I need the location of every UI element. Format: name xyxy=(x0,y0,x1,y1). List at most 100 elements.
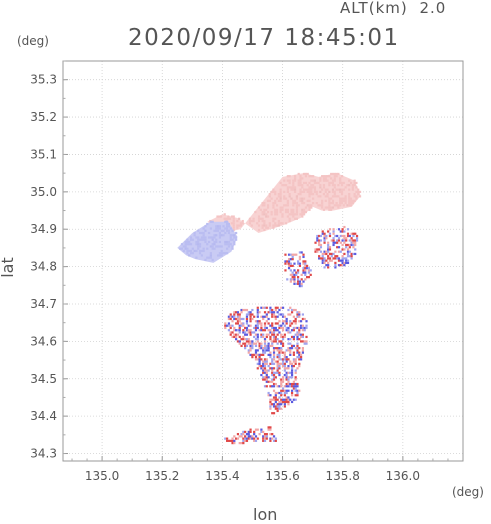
data-cell xyxy=(244,347,247,350)
data-cell xyxy=(272,435,276,438)
data-cell xyxy=(242,324,245,327)
data-cell xyxy=(281,215,284,218)
data-cell xyxy=(276,315,279,318)
data-cell xyxy=(285,360,288,363)
data-cell xyxy=(331,201,335,205)
data-cell xyxy=(226,229,229,232)
data-cell xyxy=(292,179,295,182)
data-cell xyxy=(287,331,290,334)
data-cell xyxy=(324,188,327,191)
data-cell xyxy=(330,181,333,185)
data-cell xyxy=(236,329,240,332)
data-cell xyxy=(257,219,261,223)
data-cell xyxy=(288,213,291,216)
data-cell xyxy=(222,225,225,228)
data-cell xyxy=(306,264,309,268)
data-cell xyxy=(296,382,299,386)
data-cell xyxy=(324,179,327,182)
data-cell xyxy=(292,358,295,361)
data-cell xyxy=(285,400,288,404)
data-cell xyxy=(281,184,284,187)
data-cell xyxy=(355,239,359,242)
data-cell xyxy=(272,329,276,332)
data-cell xyxy=(279,181,282,185)
data-cell xyxy=(271,367,274,370)
data-cell xyxy=(303,342,306,345)
data-cell xyxy=(261,217,264,220)
data-cell xyxy=(286,199,289,202)
data-cell xyxy=(300,251,303,254)
data-cell xyxy=(267,391,270,395)
data-cell xyxy=(226,439,229,442)
data-cell xyxy=(292,380,295,383)
data-cell xyxy=(218,227,221,230)
data-cell xyxy=(349,204,353,207)
data-cell xyxy=(286,190,289,193)
data-cell xyxy=(306,188,309,191)
data-cell xyxy=(298,362,301,365)
data-cell xyxy=(215,229,218,232)
data-cell xyxy=(292,338,295,341)
data-cell xyxy=(277,222,280,225)
data-cell xyxy=(297,181,300,185)
data-cell xyxy=(233,333,236,336)
data-cell xyxy=(271,371,274,374)
data-cell xyxy=(263,358,267,361)
data-cell xyxy=(278,400,281,404)
data-cell xyxy=(256,313,259,316)
data-cell xyxy=(200,238,203,241)
data-cell xyxy=(274,437,277,440)
data-cell xyxy=(267,347,270,350)
data-cell xyxy=(267,344,270,348)
data-cell xyxy=(272,188,275,191)
data-cell xyxy=(301,324,305,327)
data-cell xyxy=(271,308,274,312)
data-cell xyxy=(283,184,286,187)
data-cell xyxy=(296,326,299,330)
data-cell xyxy=(186,243,189,246)
data-cell xyxy=(323,237,326,240)
data-cell xyxy=(315,181,318,185)
data-cell xyxy=(209,236,212,239)
data-cell xyxy=(286,204,289,207)
data-cell xyxy=(238,224,241,227)
data-cell xyxy=(335,204,338,207)
data-cell xyxy=(256,333,259,336)
data-cell xyxy=(330,255,333,258)
data-cell xyxy=(195,249,198,253)
data-cell xyxy=(294,378,297,381)
data-cell xyxy=(333,190,336,193)
data-cell xyxy=(357,193,360,196)
data-cell xyxy=(236,320,240,323)
data-cell xyxy=(294,308,297,312)
data-cell xyxy=(193,249,196,253)
y-axis-label: lat xyxy=(0,257,17,278)
data-cell xyxy=(346,250,350,253)
data-cell xyxy=(283,369,286,372)
data-cell xyxy=(269,400,272,404)
data-cell xyxy=(346,252,350,256)
data-cell xyxy=(304,175,308,178)
data-cell xyxy=(292,335,295,339)
data-cell xyxy=(289,382,292,386)
y-tick-label: 34.8 xyxy=(30,260,57,274)
data-cell xyxy=(326,175,329,178)
data-cell xyxy=(294,326,297,330)
data-cell xyxy=(319,186,322,189)
data-cell xyxy=(296,344,299,348)
data-cell xyxy=(276,403,279,406)
data-cell xyxy=(294,322,297,325)
data-cell xyxy=(184,247,187,250)
data-cell xyxy=(301,184,304,187)
data-cell xyxy=(279,210,282,214)
data-cell xyxy=(345,259,348,262)
y-tick-label: 34.6 xyxy=(30,334,57,348)
data-cell xyxy=(278,385,281,388)
data-cell xyxy=(233,236,236,239)
data-cell xyxy=(293,188,297,191)
data-cell xyxy=(316,239,319,242)
data-cell xyxy=(318,243,321,247)
data-cell xyxy=(265,313,268,316)
data-cell xyxy=(352,234,355,238)
data-cell xyxy=(195,240,198,244)
